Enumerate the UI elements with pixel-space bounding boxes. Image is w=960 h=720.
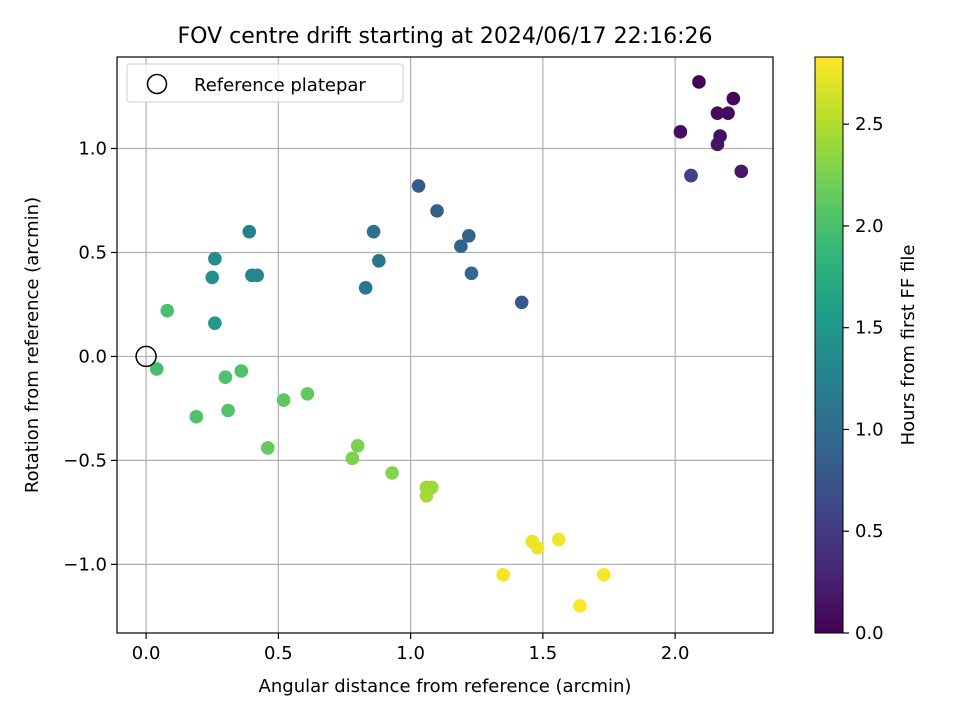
data-point-12 [462, 229, 476, 243]
colorbar-tick-label-1: 0.5 [855, 521, 884, 542]
data-point-22 [208, 251, 222, 266]
data-point-25 [160, 303, 175, 318]
x-tick-label-4: 2.0 [661, 643, 690, 664]
x-tick-label-1: 0.5 [264, 643, 293, 664]
y-axis-label: Rotation from reference (arcmin) [22, 197, 43, 493]
y-tick-label-1: −0.5 [63, 450, 107, 471]
data-point-31 [276, 393, 291, 407]
data-point-10 [411, 179, 426, 193]
x-tick-label-3: 1.5 [529, 643, 558, 664]
data-point-0 [692, 75, 706, 89]
data-point-30 [221, 403, 235, 418]
data-point-7 [734, 164, 749, 179]
colorbar-tick-label-0: 0.0 [855, 623, 884, 644]
data-point-19 [242, 224, 257, 239]
data-point-33 [260, 441, 275, 455]
reference-point [135, 345, 157, 368]
data-point-6 [710, 137, 725, 152]
colorbar-label: Hours from first FF file [898, 245, 919, 446]
data-point-36 [385, 466, 399, 480]
chart-title: FOV centre drift starting at 2024/06/17 … [178, 24, 713, 49]
data-point-24 [208, 316, 222, 330]
data-point-29 [189, 409, 204, 424]
legend-box [126, 63, 404, 103]
data-point-28 [234, 364, 249, 378]
data-point-41 [530, 540, 545, 555]
data-point-18 [358, 281, 373, 295]
legend-label-reference: Reference platepar [194, 75, 366, 96]
data-point-13 [454, 239, 468, 254]
x-tick-label-0: 0.0 [132, 643, 161, 664]
data-point-4 [673, 125, 688, 139]
data-point-39 [419, 488, 434, 503]
data-point-15 [514, 295, 529, 310]
data-point-45 [573, 599, 587, 613]
data-point-3 [721, 106, 735, 120]
data-point-23 [205, 270, 220, 285]
x-tick-label-2: 1.0 [396, 643, 425, 664]
data-point-26 [149, 362, 164, 376]
x-axis-ticks: 0.0 0.5 1.0 1.5 2.0 [132, 633, 690, 664]
plot-frame [116, 56, 774, 634]
colorbar-ticks: 0.0 0.5 1.0 1.5 2.0 2.5 [843, 114, 884, 644]
y-tick-label-3: 0.5 [78, 242, 107, 263]
data-point-11 [430, 204, 444, 218]
data-point-35 [345, 451, 360, 466]
grid-lines [117, 57, 773, 633]
colorbar-tick-label-5: 2.5 [855, 114, 884, 135]
legend: Reference platepar [126, 63, 404, 103]
colorbar-gradient [814, 56, 844, 634]
y-tick-label-0: −1.0 [63, 554, 107, 575]
y-tick-label-4: 1.0 [78, 138, 107, 159]
data-point-34 [350, 439, 365, 453]
colorbar-tick-label-4: 2.0 [855, 216, 884, 237]
data-point-32 [300, 387, 315, 401]
data-point-14 [464, 266, 479, 281]
data-point-42 [551, 532, 566, 547]
data-point-16 [366, 224, 381, 239]
colorbar-tick-label-2: 1.0 [855, 419, 884, 440]
legend-marker-reference [146, 73, 168, 95]
data-point-43 [496, 567, 510, 582]
data-point-2 [710, 106, 725, 120]
x-axis-label: Angular distance from reference (arcmin) [259, 676, 632, 697]
y-tick-label-2: 0.0 [78, 346, 107, 367]
data-point-21 [250, 268, 264, 283]
data-point-9 [684, 168, 698, 183]
data-point-17 [372, 253, 386, 268]
data-point-1 [726, 91, 741, 106]
colorbar: 0.0 0.5 1.0 1.5 2.0 2.5 Hours from first FF f… [814, 56, 919, 644]
reference-platepar-marker [135, 345, 157, 368]
data-point-44 [596, 567, 611, 582]
colorbar-tick-label-3: 1.5 [855, 318, 884, 339]
y-axis-ticks: −1.0 −0.5 0.0 0.5 1.0 [63, 138, 117, 575]
data-point-27 [218, 370, 233, 385]
data-points [149, 75, 749, 613]
